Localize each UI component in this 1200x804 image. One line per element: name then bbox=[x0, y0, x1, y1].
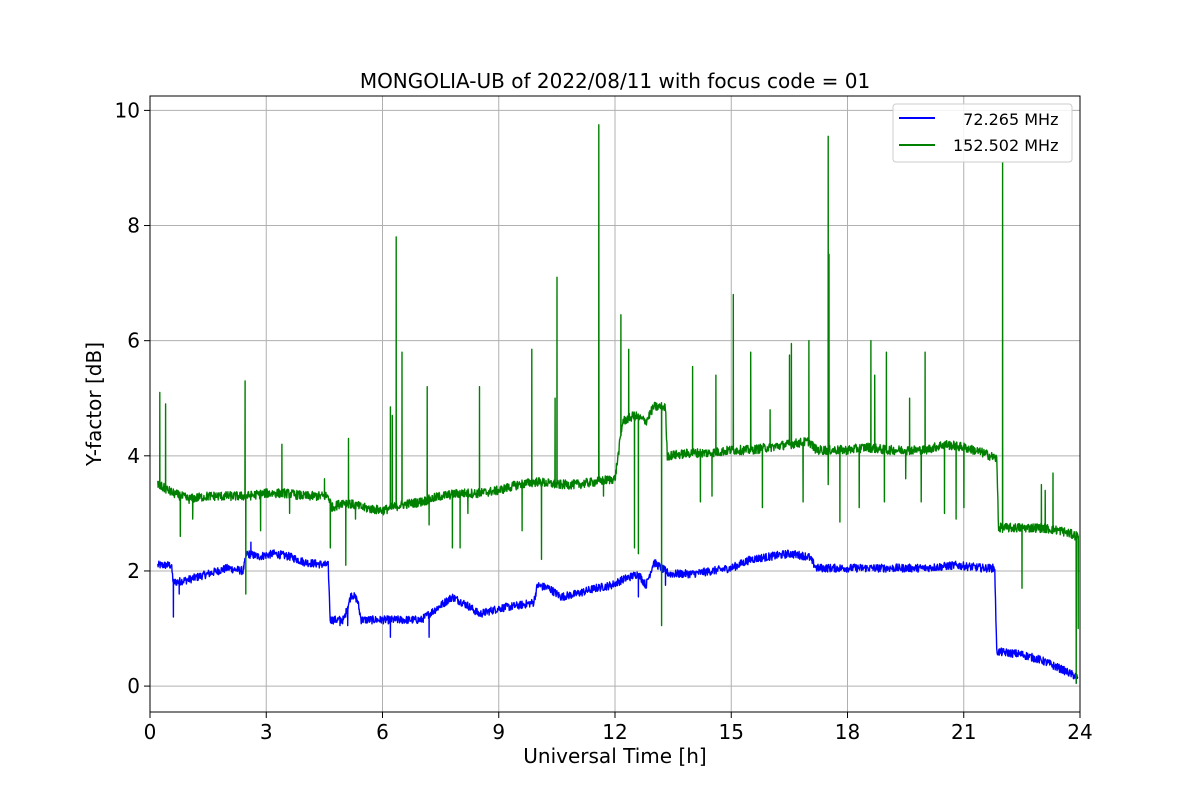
y-tick-label: 4 bbox=[127, 444, 140, 468]
x-tick-label: 15 bbox=[719, 720, 744, 744]
x-tick-label: 9 bbox=[492, 720, 505, 744]
y-axis-label: Y-factor [dB] bbox=[82, 342, 106, 467]
series-line-0 bbox=[157, 541, 1079, 684]
y-tick-label: 0 bbox=[127, 674, 140, 698]
x-tick-label: 24 bbox=[1067, 720, 1092, 744]
x-tick-label: 6 bbox=[376, 720, 389, 744]
x-tick-label: 12 bbox=[602, 720, 627, 744]
x-tick-label: 3 bbox=[260, 720, 273, 744]
x-axis-label: Universal Time [h] bbox=[523, 744, 706, 768]
chart-title: MONGOLIA-UB of 2022/08/11 with focus cod… bbox=[360, 69, 870, 93]
series-line-1 bbox=[157, 124, 1079, 684]
legend-box bbox=[892, 103, 1073, 163]
series-layer bbox=[157, 124, 1079, 684]
x-tick-label: 21 bbox=[951, 720, 976, 744]
y-tick-label: 8 bbox=[127, 214, 140, 238]
x-ticks: 0 3 6 9 12 15 18 21 24 bbox=[144, 712, 1093, 744]
y-tick-label: 6 bbox=[127, 329, 140, 353]
y-tick-label: 10 bbox=[115, 98, 140, 122]
x-tick-label: 0 bbox=[144, 720, 157, 744]
legend-label-152mhz: 152.502 MHz bbox=[953, 136, 1058, 155]
legend-label-72mhz: 72.265 MHz bbox=[953, 110, 1058, 129]
legend: 72.265 MHz 152.502 MHz bbox=[892, 103, 1073, 163]
x-tick-label: 18 bbox=[835, 720, 860, 744]
y-ticks: 0 2 4 6 8 10 bbox=[115, 98, 150, 698]
y-tick-label: 2 bbox=[127, 559, 140, 583]
